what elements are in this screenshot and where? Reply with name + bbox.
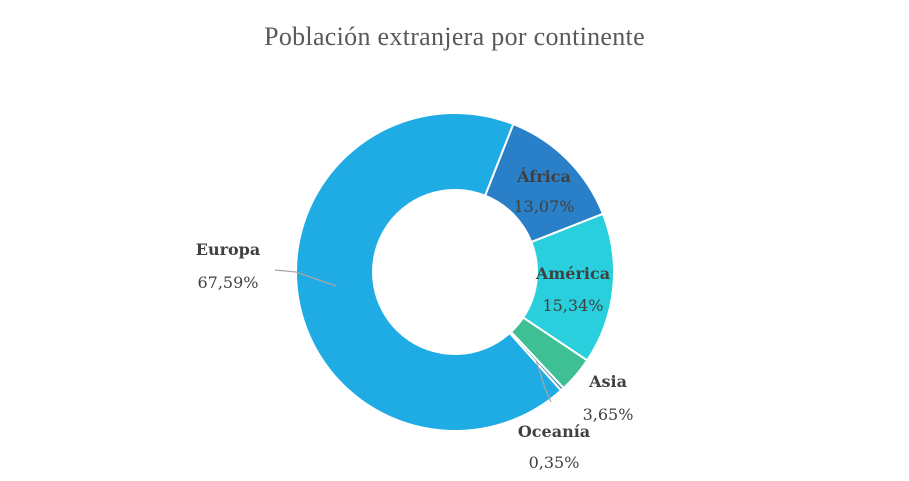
label-name-africa: África xyxy=(516,166,571,186)
label-value-africa: 13,07% xyxy=(513,197,574,216)
chart-title: Población extranjera por continente xyxy=(264,22,645,51)
label-value-oceania: 0,35% xyxy=(529,453,580,472)
label-value-asia: 3,65% xyxy=(583,405,634,424)
label-name-asia: Asia xyxy=(588,372,627,391)
leader-line-europa xyxy=(274,269,337,287)
leader-line-oceania xyxy=(535,360,552,403)
label-value-europa: 67,59% xyxy=(197,273,258,292)
label-name-oceania: Oceanía xyxy=(518,422,590,441)
slice-europa xyxy=(295,112,563,432)
label-name-europa: Europa xyxy=(196,240,260,259)
leader-lines xyxy=(274,269,552,403)
label-name-america: América xyxy=(535,264,610,283)
data-labels: Europa 67,59% África 13,07% América 15,34% Asi… xyxy=(196,166,634,472)
label-value-america: 15,34% xyxy=(542,296,603,315)
